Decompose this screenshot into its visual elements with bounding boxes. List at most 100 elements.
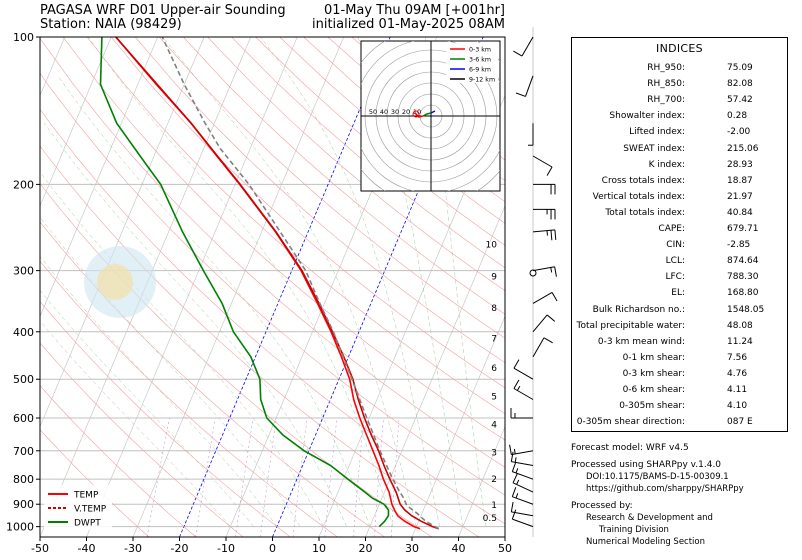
wind-barb-flag — [512, 473, 518, 483]
station-line: Station: NAIA (98429) — [40, 17, 182, 32]
chart-title-left: PAGASA WRF D01 Upper-air Sounding Statio… — [40, 4, 286, 32]
height-tick-label: 4 — [491, 421, 497, 431]
index-row: RH_850: 82.08 — [572, 76, 789, 92]
index-label: Cross totals index: — [601, 175, 685, 186]
org-line2: Training Division — [599, 525, 669, 535]
wind-barb-flag — [510, 501, 514, 512]
index-value: 11.24 — [727, 336, 753, 347]
index-label: K index: — [648, 159, 685, 170]
org-line1: Research & Development and — [586, 513, 713, 523]
index-label: Showalter index: — [609, 111, 685, 122]
index-row: Vertical totals index: 21.97 — [572, 189, 789, 205]
wind-barb-flag — [546, 166, 553, 176]
moist-adiabat — [44, 123, 347, 527]
isotherm — [86, 37, 298, 537]
hodograph-trace-0-3km — [414, 112, 424, 118]
y-tick-label: 100 — [13, 31, 34, 44]
init-time-line: initialized 01-May-2025 08AM — [311, 17, 505, 32]
index-row: Cross totals index: 18.87 — [572, 173, 789, 189]
index-label: LFC: — [665, 272, 685, 283]
mixing-ratio-line — [292, 417, 308, 537]
forecast-model: Forecast model: WRF v4.5 — [571, 443, 689, 453]
dry-adiabat — [40, 145, 480, 537]
y-tick-label: 700 — [13, 445, 34, 458]
index-label: 0-1 km shear: — [622, 352, 685, 363]
moist-adiabat — [40, 320, 231, 527]
watermark-logo-sun — [97, 264, 133, 300]
dry-adiabat — [62, 37, 505, 441]
height-tick-label: 8 — [491, 304, 497, 314]
dry-adiabat — [40, 108, 505, 525]
doi-text: DOI:10.1175/BAMS-D-15-00309.1 — [586, 472, 729, 482]
moist-adiabat — [57, 75, 371, 527]
wind-barb-staff — [532, 266, 555, 272]
index-value: 4.76 — [727, 368, 748, 379]
wind-barb-staff — [532, 291, 553, 304]
wind-barb-flag — [514, 457, 517, 463]
series-dwpt — [99, 37, 390, 528]
watermark — [84, 246, 156, 318]
wind-barbs — [509, 27, 558, 537]
y-tick-label: 400 — [13, 326, 34, 339]
wind-barb — [513, 379, 534, 400]
wind-barb-staff — [521, 36, 534, 57]
sharppy-url: https://github.com/sharppy/SHARPpy — [586, 484, 744, 494]
y-tick-label: 500 — [13, 373, 34, 386]
wind-barb — [532, 266, 557, 277]
legend-label: V.TEMP — [74, 505, 107, 515]
index-label: 0-3 km mean wind: — [597, 336, 685, 347]
processed-using: Processed using SHARPpy v.1.4.0 — [571, 460, 722, 470]
index-row: 0-305m shear direction: 087 E — [572, 414, 789, 430]
index-row: 0-3 km mean wind: 11.24 — [572, 334, 789, 350]
wind-barb — [532, 229, 557, 241]
dry-adiabat — [207, 37, 505, 292]
chart-title-right: 01-May Thu 09AM [+001hr] initialized 01-… — [312, 4, 505, 32]
hodograph: 50 40 30 20 10 0-3 km 3-6 km 6-9 km 9-12 km — [360, 40, 501, 192]
wind-barb-flag — [515, 493, 519, 499]
x-tick-label: 20 — [359, 542, 373, 555]
isotherm — [411, 315, 505, 537]
wind-barb — [532, 337, 553, 358]
wind-barb-staff — [512, 496, 534, 505]
wind-barb-flag — [546, 314, 556, 322]
wind-barb — [512, 473, 534, 493]
index-label: LCL: — [665, 256, 685, 267]
hodograph-trace-3-6km — [422, 112, 432, 117]
y-tick-label: 800 — [13, 473, 34, 486]
wind-barb-flag — [513, 448, 516, 455]
moist-adiabat — [40, 216, 301, 527]
index-label: Total precipitable water: — [576, 320, 685, 331]
x-tick-label: 50 — [498, 542, 512, 555]
wind-barb — [532, 155, 553, 176]
hodograph-legend-label: 3-6 km — [469, 56, 491, 63]
index-value: 0.28 — [727, 111, 748, 122]
height-tick-label: 2 — [491, 475, 497, 485]
index-label: SWEAT index: — [623, 143, 685, 154]
index-row: SWEAT index: 215.06 — [572, 141, 789, 157]
moist-adiabat — [357, 37, 464, 527]
wind-barb-flag — [516, 385, 521, 391]
index-label: Lifted index: — [629, 127, 685, 138]
hodograph-range-label: 50 — [369, 108, 377, 116]
dry-adiabat — [110, 37, 505, 389]
hodograph-legend-label: 0-3 km — [469, 46, 491, 53]
index-value: 168.80 — [727, 288, 759, 299]
wind-barb-staff — [513, 367, 534, 380]
profiles — [99, 37, 440, 530]
index-label: Bulk Richardson no.: — [592, 304, 685, 315]
isotherm — [40, 37, 112, 207]
index-value: 21.97 — [727, 191, 753, 202]
dry-adiabat — [255, 37, 505, 246]
index-value: 82.08 — [727, 79, 753, 90]
index-value: 18.87 — [727, 175, 753, 186]
wind-barb-flag — [550, 267, 553, 273]
dry-adiabat — [40, 260, 338, 537]
isotherm — [40, 37, 65, 97]
wind-barb-flag — [515, 468, 519, 474]
wind-barb — [532, 314, 556, 333]
index-value: 28.93 — [727, 159, 753, 170]
dry-adiabat — [40, 385, 197, 537]
wind-barb-flag — [550, 230, 553, 241]
index-row: Bulk Richardson no.: 1548.05 — [572, 302, 789, 318]
background-grid — [40, 37, 505, 537]
